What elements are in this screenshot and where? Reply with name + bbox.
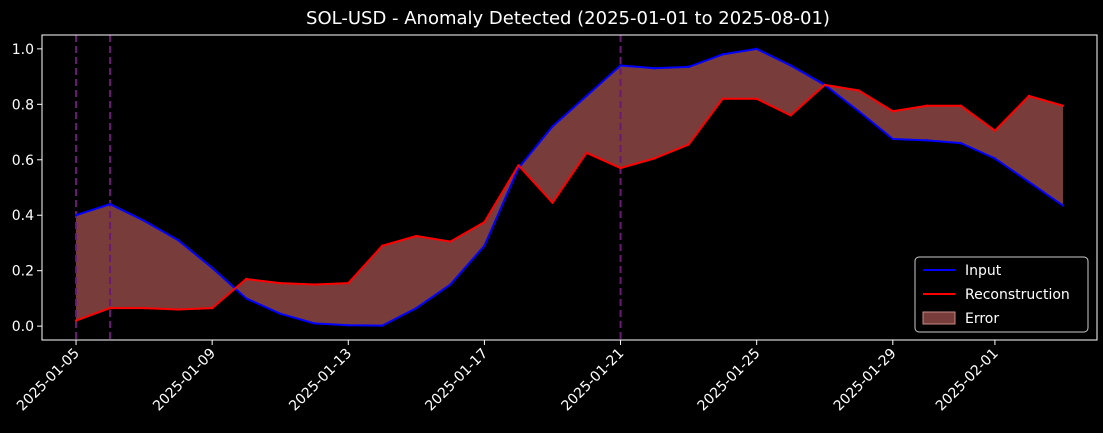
input-point [74, 214, 78, 217]
legend-box [914, 256, 1089, 333]
y-axis: 0.0 0.2 0.4 0.6 0.8 1.0 [12, 42, 42, 335]
input-point [789, 64, 792, 67]
reconstruction-point [653, 157, 656, 160]
input-point [687, 65, 690, 69]
reconstruction-point [244, 277, 248, 281]
reconstruction-point [347, 281, 350, 285]
reconstruction-point [142, 306, 146, 310]
input-point [653, 67, 656, 70]
reconstruction-point [823, 83, 826, 87]
reconstruction-point [415, 234, 418, 238]
input-line [75, 47, 1064, 327]
input-point [483, 244, 486, 247]
reconstruction-point [313, 283, 316, 286]
x-tick-label: 2025-01-21 [559, 346, 628, 415]
legend-swatch-error [922, 311, 956, 325]
x-axis: 2025-01-05 2025-01-09 2025-01-13 2025-01-17… [14, 340, 1002, 414]
input-point [210, 266, 214, 270]
x-tick-label: 2025-01-17 [422, 346, 491, 415]
reconstruction-point [74, 319, 78, 322]
legend-label-error: Error [965, 311, 999, 327]
input-point [891, 137, 895, 141]
reconstruction-line [75, 83, 1064, 322]
input-point [551, 125, 554, 128]
reconstruction-point [925, 104, 929, 107]
y-tick-label: 0.6 [12, 153, 34, 169]
plot-frame [41, 34, 1098, 341]
x-tick-label: 2025-01-13 [286, 346, 355, 415]
reconstruction-point [585, 151, 588, 155]
y-tick-label: 0.4 [12, 208, 34, 224]
reconstruction-point [721, 97, 724, 100]
x-tick-label: 2025-01-25 [695, 346, 764, 415]
legend: Input Reconstruction Error [914, 256, 1089, 333]
reconstruction-point [279, 281, 282, 285]
reconstruction-point [857, 89, 860, 92]
reconstruction-point [449, 240, 452, 243]
reconstruction-point [687, 143, 690, 146]
reconstruction-point [176, 308, 180, 311]
x-tick-label: 2025-01-29 [831, 346, 900, 415]
reconstruction-point [993, 129, 997, 132]
input-point [619, 64, 622, 67]
x-tick-label: 2025-01-09 [150, 346, 219, 415]
input-point [721, 53, 724, 56]
reconstruction-point [1061, 104, 1065, 107]
x-tick-label: 2025-02-01 [933, 346, 1002, 415]
reconstruction-point [755, 97, 758, 100]
input-point [925, 139, 929, 142]
reconstruction-point [210, 306, 214, 310]
input-point [108, 202, 112, 206]
reconstruction-point [789, 114, 792, 117]
input-point [857, 110, 860, 113]
reconstruction-point [891, 110, 895, 113]
y-tick-label: 0.2 [12, 264, 34, 280]
y-tick-label: 1.0 [12, 42, 34, 58]
input-point [1061, 204, 1065, 207]
input-point [176, 238, 180, 242]
input-point [415, 306, 418, 310]
y-tick-label: 0.0 [12, 319, 34, 335]
plot-area [41, 34, 1098, 341]
input-point [959, 141, 963, 145]
input-point [585, 94, 588, 98]
reconstruction-point [517, 164, 520, 167]
legend-label-reconstruction: Reconstruction [965, 287, 1070, 303]
input-point [313, 322, 316, 325]
reconstruction-point [483, 220, 486, 224]
reconstruction-point [381, 244, 384, 247]
x-tick-label: 2025-01-05 [14, 346, 83, 415]
y-tick-label: 0.8 [12, 97, 34, 113]
input-point [347, 324, 350, 327]
chart-title: SOL-USD - Anomaly Detected (2025-01-01 t… [306, 8, 830, 29]
reconstruction-point [959, 104, 963, 107]
reconstruction-point [108, 306, 112, 310]
input-point [244, 297, 248, 300]
reconstruction-point [1027, 94, 1031, 98]
legend-label-input: Input [965, 263, 1002, 279]
input-point [449, 283, 452, 286]
reconstruction-point [551, 201, 554, 204]
input-point [755, 47, 758, 51]
input-point [279, 312, 282, 315]
input-point [142, 219, 146, 222]
reconstruction-point [619, 166, 622, 170]
input-point [1027, 180, 1031, 184]
input-point [993, 157, 997, 160]
input-point [381, 324, 384, 327]
error-area [76, 48, 1063, 326]
